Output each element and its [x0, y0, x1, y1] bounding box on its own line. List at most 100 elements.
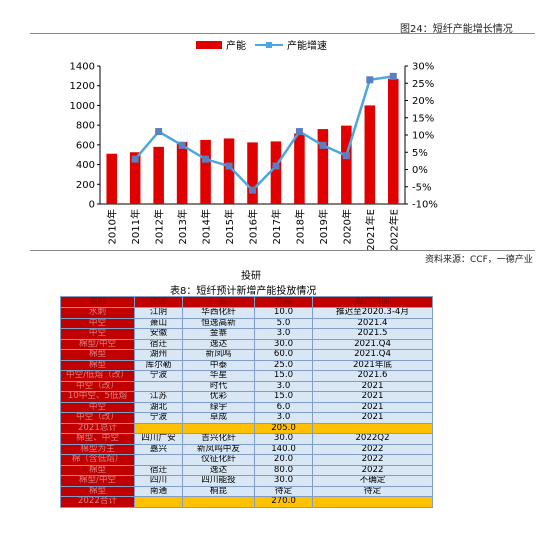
capacity-table: 类别 地区 厂名 产能 投产时间 水刺 江阴 华西化纤 10.0 推迟至2020.3-4月 中空萧…	[60, 296, 433, 508]
table-cell: 湖州	[134, 349, 183, 361]
table-row: 棉型/中空 四川 四川能投 30.0 不确定	[60, 475, 433, 487]
table-cell: 库尔勒	[134, 359, 183, 371]
table-row: 棉型 宿迁 逸达 80.0 2022	[60, 464, 433, 476]
growth-point	[249, 186, 256, 194]
table-cell: 2021总计	[60, 422, 135, 434]
table-row: 中空（改） 时代 3.0 2021	[60, 380, 433, 392]
table-row: 10中空、5低熔 江苏 优彩 15.0 2021	[60, 391, 433, 403]
right-tick-label: 20%	[412, 96, 434, 107]
table-row: 中空 萧山 恒逸高新 5.0 2021.4	[60, 317, 433, 329]
right-tick-label: -10%	[412, 200, 438, 211]
table-cell: 江阴	[134, 307, 183, 319]
legend-bar-swatch	[196, 41, 222, 49]
table-cell	[134, 422, 183, 434]
table-cell: 棉型、中空	[60, 433, 135, 445]
top-divider	[30, 33, 535, 34]
table-cell: 优彩	[182, 391, 255, 403]
table-cell: 2022	[312, 464, 433, 476]
table-cell	[312, 496, 433, 508]
growth-point	[295, 128, 303, 136]
table-cell: 6.0	[254, 401, 313, 413]
growth-point	[178, 141, 186, 149]
table-cell: 30.0	[254, 475, 313, 487]
table-body: 水刺 江阴 华西化纤 10.0 推迟至2020.3-4月 中空 萧山 恒逸高新 5.0 2021.…	[60, 307, 433, 508]
table-cell: 棉型/中空	[60, 475, 135, 487]
table-cell: 中空	[60, 401, 135, 413]
table-cell	[312, 422, 433, 434]
table-cell: 2021	[312, 391, 433, 403]
growth-point	[366, 76, 374, 84]
legend-bar-label: 产能	[226, 39, 246, 52]
table-row: 棉型 湖州 新凤鸣 60.0 2021.Q4	[60, 349, 433, 361]
table-cell: 宿迁	[134, 338, 183, 350]
table-cell: 10中空、5低熔	[60, 391, 135, 403]
table-cell: 推迟至2020.3-4月	[312, 307, 433, 319]
legend-line-label: 产能增速	[287, 39, 327, 52]
table-row: 棉型 库尔勒 中泰 25.0 2021年底	[60, 359, 433, 371]
capacity-bar	[294, 133, 305, 204]
right-tick-label: 25%	[412, 79, 434, 90]
table-cell: 逸达	[182, 464, 255, 476]
table-cell: 2022Q2	[312, 433, 433, 445]
table-cell: 80.0	[254, 464, 313, 476]
table-row: 棉型、中空 四川广安 吉兴化纤 30.0 2022Q2	[60, 433, 433, 445]
table-cell: 10.0	[254, 307, 313, 319]
capacity-chart: 产能 产能增速 0 200 400 600 800 1000 1200 1400 -10% -5%…	[70, 39, 438, 250]
x-tick-label: 2012年	[153, 209, 166, 244]
growth-point	[272, 162, 280, 170]
bottom-divider	[30, 250, 535, 251]
table-cell	[134, 380, 183, 392]
x-tick-label: 2017年	[270, 209, 283, 244]
left-tick-label: 0	[89, 200, 95, 211]
table-cell: 宿迁	[134, 464, 183, 476]
x-tick-label: 2015年	[223, 209, 236, 244]
table-cell: 棉（含低熔）	[60, 454, 135, 466]
table-cell: 2022	[312, 454, 433, 466]
capacity-bar	[317, 129, 329, 204]
table-cell: 中泰	[182, 359, 255, 371]
table-cell: 嘉兴	[134, 443, 183, 455]
growth-point	[131, 155, 139, 163]
table-cell: 待定	[312, 485, 433, 497]
stamp-text: 投研	[241, 271, 261, 282]
table-cell: 3.0	[254, 380, 313, 392]
table-cell: 20.0	[254, 454, 313, 466]
table-cell: 卓成	[182, 412, 255, 424]
table-cell: 湖北	[134, 401, 183, 413]
capacity-bar	[129, 152, 141, 204]
x-tick-label: 2020年	[340, 209, 353, 244]
x-tick-label: 2021年E	[364, 209, 377, 250]
table-cell: 四川广安	[134, 433, 183, 445]
capacity-bar	[106, 153, 118, 204]
left-tick-label: 600	[76, 140, 95, 151]
table-cell: 棉型	[60, 485, 135, 497]
table-cell: 南通	[134, 485, 183, 497]
x-tick-label: 2014年	[200, 209, 213, 244]
table-cell: 2022合计	[60, 496, 135, 508]
right-tick-label: 30%	[412, 62, 434, 73]
table-cell: 吉兴化纤	[182, 433, 255, 445]
left-tick-label: 1000	[70, 101, 95, 112]
capacity-bar	[364, 105, 376, 204]
table-cell: 仪征化纤	[182, 454, 255, 466]
table-cell: 140.0	[254, 443, 313, 455]
table-cell: 270.0	[254, 496, 313, 508]
table-row: 棉型/中空 宿迁 逸达 30.0 2021.Q4	[60, 338, 433, 350]
table-row: 中空（改） 宁波 卓成 3.0 2021	[60, 412, 433, 424]
x-tick-label: 2022年E	[387, 209, 400, 250]
table-cell: 2021.Q4	[312, 349, 433, 361]
table-cell: 棉型	[60, 464, 135, 476]
table-cell: 棉型	[60, 359, 135, 371]
table-row: 棉（含低熔） 仪征化纤 20.0 2022	[60, 454, 433, 466]
table-cell: 棉型/中空	[60, 338, 135, 350]
x-tick-label: 2010年	[106, 209, 119, 244]
table-row: 中空 湖北 绿宇 6.0 2021	[60, 401, 433, 413]
table-row: 中空/低熔（改） 宁波 华星 15.0 2021.6	[60, 370, 433, 382]
table-cell: 2021.5	[312, 328, 433, 340]
growth-point	[225, 162, 233, 170]
capacity-bar	[341, 125, 352, 204]
table-header-cell: 类别	[60, 296, 135, 308]
table-cell: 15.0	[254, 370, 313, 382]
table-cell: 3.0	[254, 328, 313, 340]
table-cell: 水刺	[60, 307, 135, 319]
